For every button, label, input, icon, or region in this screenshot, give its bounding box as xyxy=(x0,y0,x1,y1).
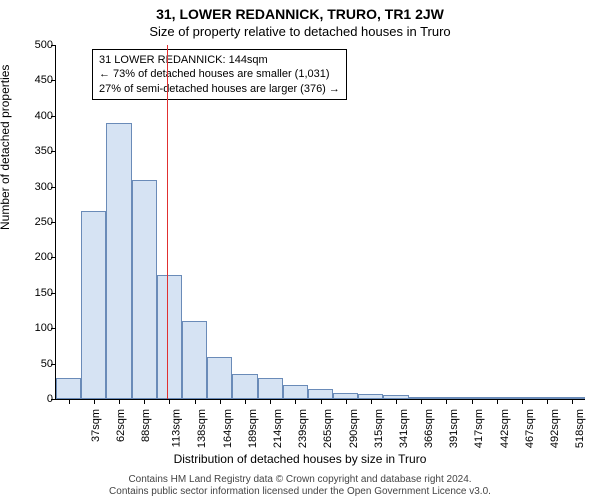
x-tick-label: 239sqm xyxy=(297,409,309,448)
y-tick-mark xyxy=(51,151,56,152)
x-tick-mark xyxy=(371,399,372,404)
x-tick-label: 442sqm xyxy=(499,409,511,448)
y-tick-label: 100 xyxy=(13,322,56,334)
annotation-line-2: ← 73% of detached houses are smaller (1,… xyxy=(99,67,340,81)
x-tick-mark xyxy=(69,399,70,404)
x-tick-mark xyxy=(321,399,322,404)
annotation-line-1: 31 LOWER REDANNICK: 144sqm xyxy=(99,53,340,67)
x-tick-label: 391sqm xyxy=(448,409,460,448)
chart-plot-area: 31 LOWER REDANNICK: 144sqm ← 73% of deta… xyxy=(55,45,585,400)
x-tick-mark xyxy=(346,399,347,404)
x-tick-label: 214sqm xyxy=(272,409,284,448)
y-tick-mark xyxy=(51,222,56,223)
y-tick-label: 200 xyxy=(13,251,56,263)
histogram-bar xyxy=(232,374,257,399)
y-tick-mark xyxy=(51,364,56,365)
y-tick-label: 500 xyxy=(13,39,56,51)
histogram-bar xyxy=(132,180,157,399)
y-tick-mark xyxy=(51,80,56,81)
y-tick-label: 350 xyxy=(13,145,56,157)
histogram-bar xyxy=(207,357,232,399)
title-main: 31, LOWER REDANNICK, TRURO, TR1 2JW xyxy=(0,6,600,22)
y-tick-label: 50 xyxy=(13,358,56,370)
x-tick-mark xyxy=(220,399,221,404)
y-tick-mark xyxy=(51,328,56,329)
x-tick-label: 467sqm xyxy=(524,409,536,448)
footer-line-1: Contains HM Land Registry data © Crown c… xyxy=(0,474,600,486)
footer-line-2: Contains public sector information licen… xyxy=(0,486,600,498)
x-tick-mark xyxy=(245,399,246,404)
x-tick-mark xyxy=(169,399,170,404)
x-tick-mark xyxy=(497,399,498,404)
x-tick-label: 265sqm xyxy=(322,409,334,448)
histogram-bar xyxy=(182,321,207,399)
y-tick-mark xyxy=(51,293,56,294)
x-tick-label: 138sqm xyxy=(196,409,208,448)
x-tick-mark xyxy=(547,399,548,404)
histogram-bar xyxy=(157,275,182,399)
x-tick-label: 417sqm xyxy=(474,409,486,448)
x-tick-label: 62sqm xyxy=(115,409,127,442)
x-tick-mark xyxy=(421,399,422,404)
x-tick-label: 341sqm xyxy=(398,409,410,448)
title-sub: Size of property relative to detached ho… xyxy=(0,24,600,39)
y-tick-label: 150 xyxy=(13,287,56,299)
y-tick-label: 250 xyxy=(13,216,56,228)
x-tick-label: 189sqm xyxy=(247,409,259,448)
x-tick-mark xyxy=(472,399,473,404)
y-tick-mark xyxy=(51,399,56,400)
histogram-bar xyxy=(258,378,283,399)
x-tick-label: 366sqm xyxy=(423,409,435,448)
histogram-bar xyxy=(308,389,333,399)
x-tick-mark xyxy=(94,399,95,404)
x-tick-mark xyxy=(446,399,447,404)
x-tick-label: 290sqm xyxy=(348,409,360,448)
annotation-box: 31 LOWER REDANNICK: 144sqm ← 73% of deta… xyxy=(92,49,347,100)
histogram-bar xyxy=(56,378,81,399)
x-tick-mark xyxy=(396,399,397,404)
y-axis-label: Number of detached properties xyxy=(0,65,12,230)
x-tick-mark xyxy=(195,399,196,404)
x-tick-label: 37sqm xyxy=(90,409,102,442)
x-tick-mark xyxy=(295,399,296,404)
y-tick-mark xyxy=(51,257,56,258)
x-tick-mark xyxy=(144,399,145,404)
x-tick-mark xyxy=(572,399,573,404)
y-tick-label: 0 xyxy=(13,393,56,405)
histogram-bar xyxy=(106,123,131,399)
histogram-bar xyxy=(283,385,308,399)
footer-attribution: Contains HM Land Registry data © Crown c… xyxy=(0,474,600,498)
x-tick-mark xyxy=(522,399,523,404)
x-tick-label: 315sqm xyxy=(373,409,385,448)
x-tick-mark xyxy=(270,399,271,404)
marker-line xyxy=(167,45,168,399)
x-tick-label: 164sqm xyxy=(222,409,234,448)
y-tick-label: 450 xyxy=(13,74,56,86)
y-tick-mark xyxy=(51,45,56,46)
annotation-line-3: 27% of semi-detached houses are larger (… xyxy=(99,82,340,96)
y-tick-mark xyxy=(51,116,56,117)
x-tick-label: 113sqm xyxy=(170,409,182,447)
x-tick-label: 518sqm xyxy=(574,409,586,448)
x-tick-label: 492sqm xyxy=(549,409,561,448)
x-tick-mark xyxy=(119,399,120,404)
y-tick-label: 400 xyxy=(13,110,56,122)
y-tick-mark xyxy=(51,187,56,188)
histogram-bar xyxy=(81,211,106,399)
x-tick-label: 88sqm xyxy=(140,409,152,442)
y-tick-label: 300 xyxy=(13,181,56,193)
x-axis-label: Distribution of detached houses by size … xyxy=(0,452,600,466)
